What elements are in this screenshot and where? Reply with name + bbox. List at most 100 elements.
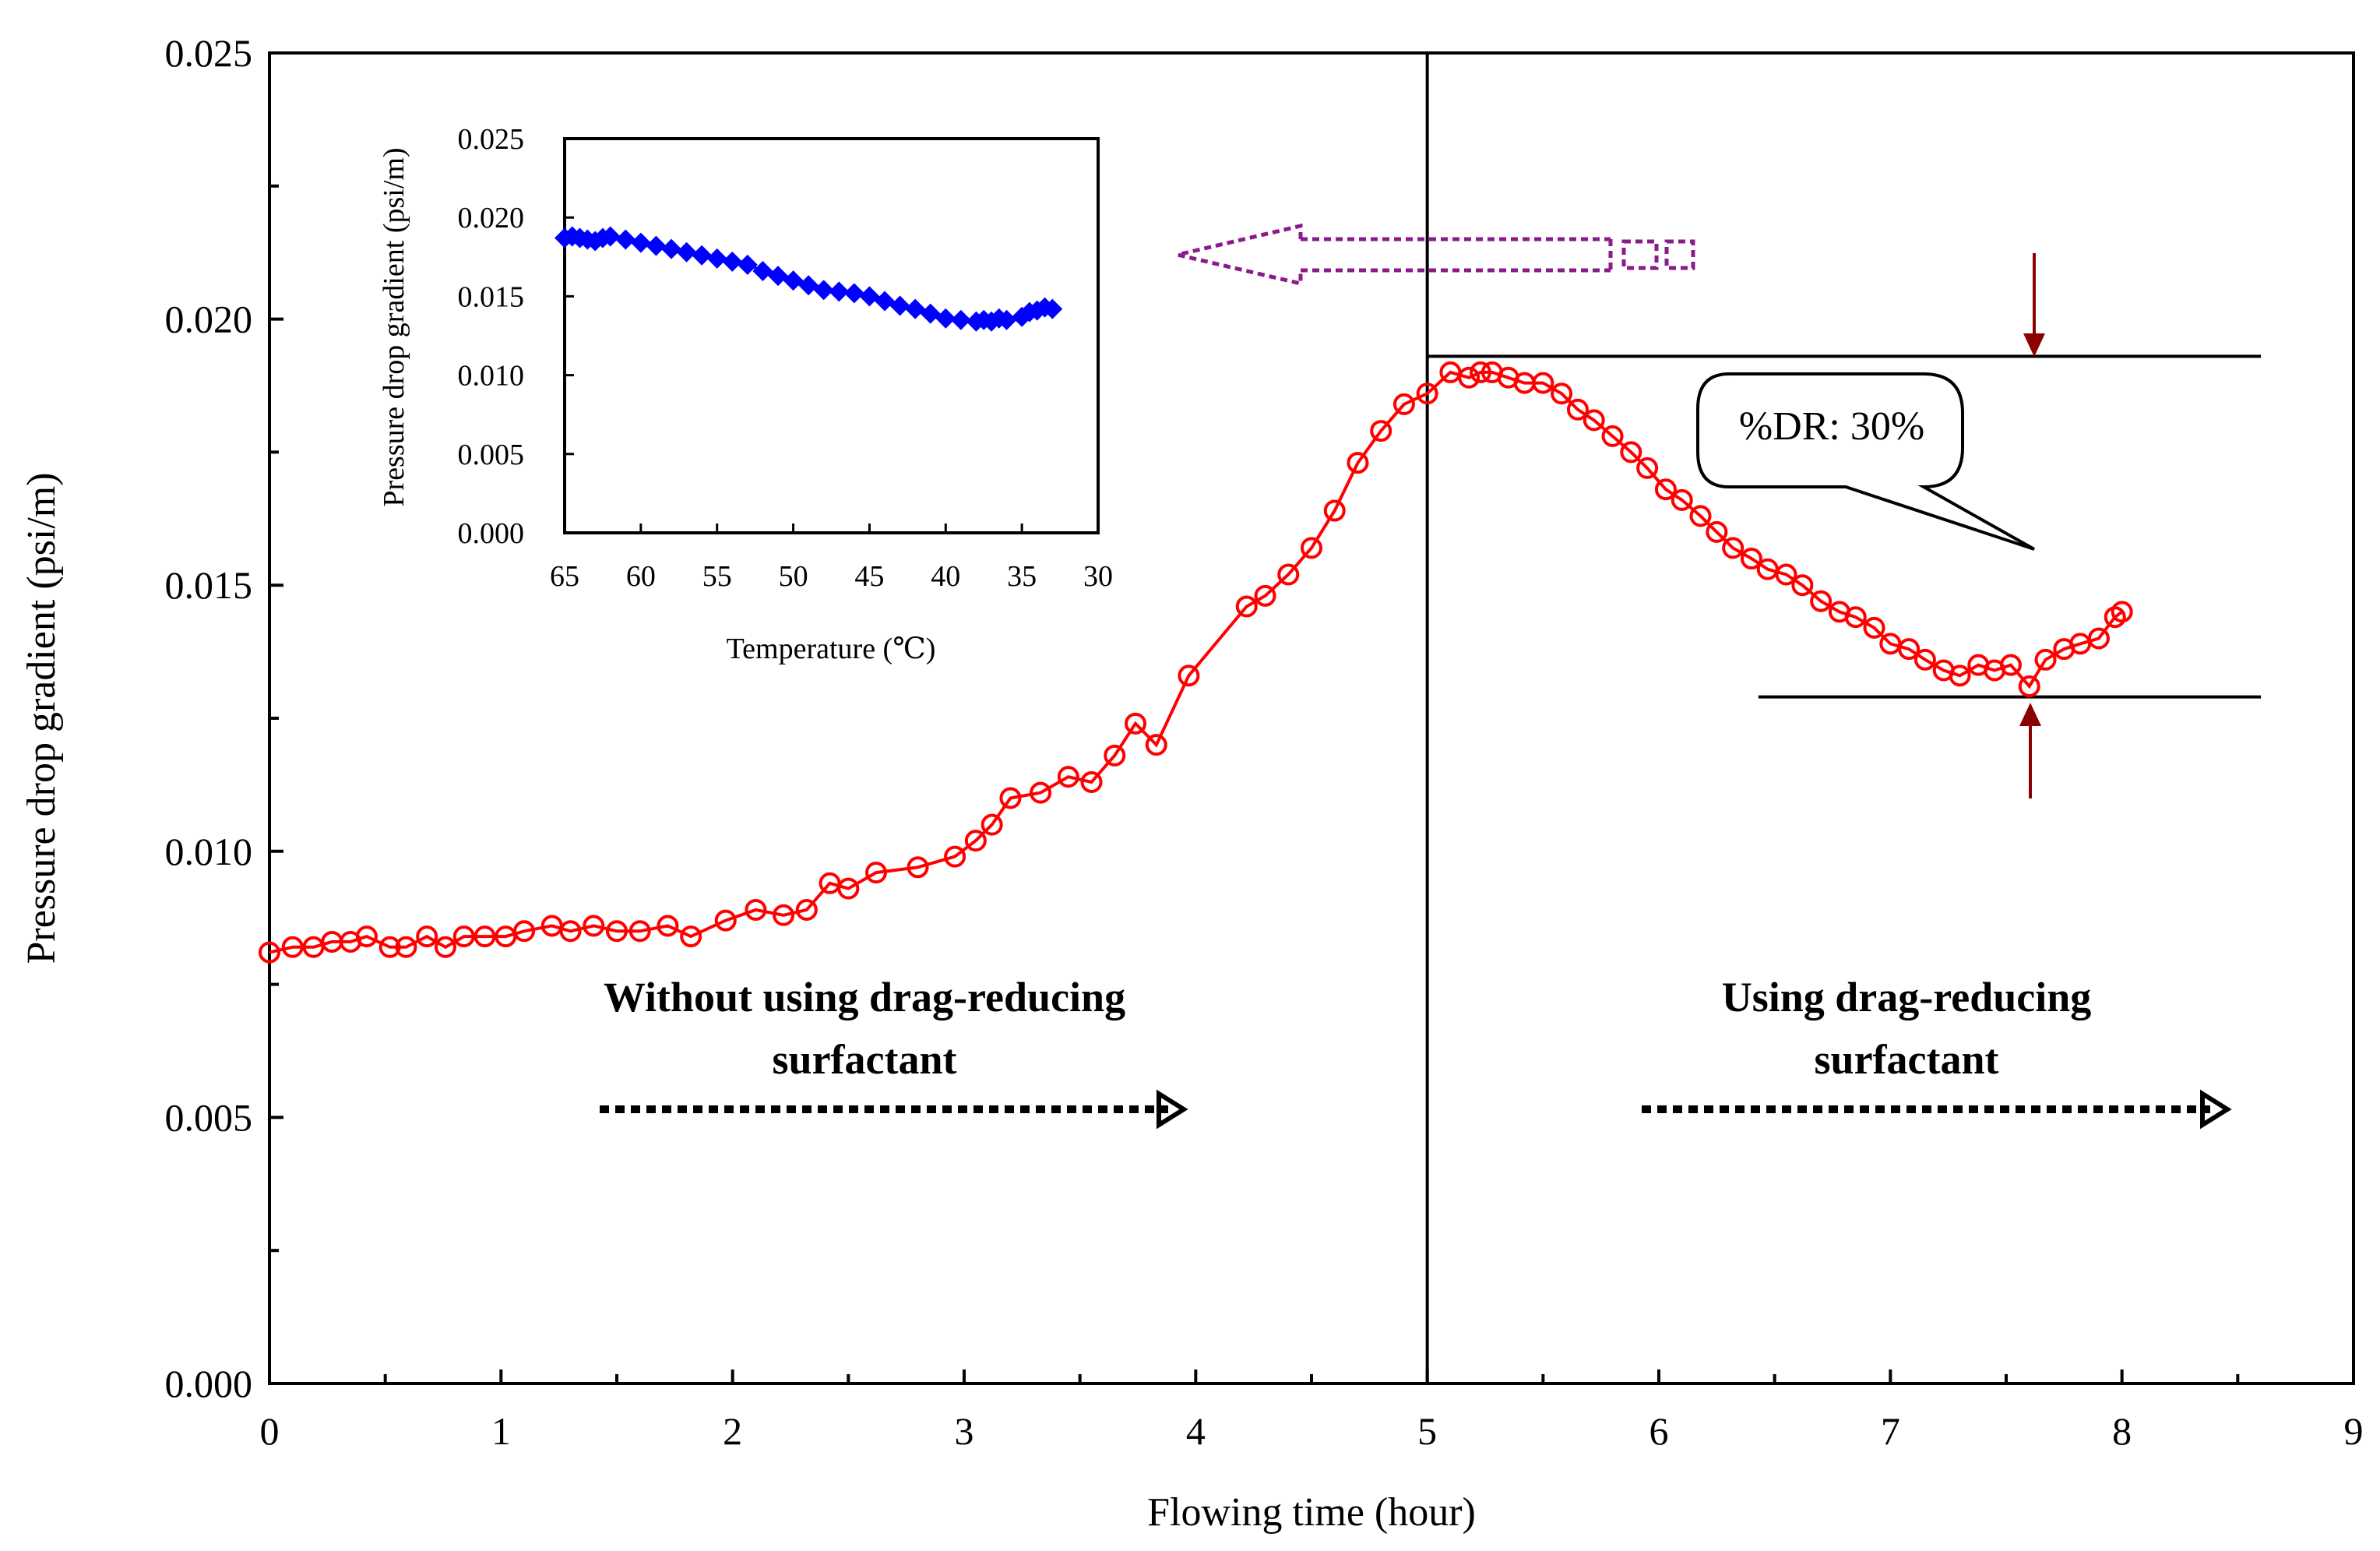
main-data-point xyxy=(1532,372,1554,394)
main-data-point xyxy=(513,920,536,943)
inset-y-ticks: 0.000 0.005 0.010 0.015 0.020 0.025 xyxy=(458,123,574,550)
inset-y-axis-title: Pressure drop gradient (psi/m) xyxy=(378,147,410,506)
main-y-tick-label: 0.025 xyxy=(165,31,253,75)
main-data-point xyxy=(1844,606,1867,629)
main-y-tick-label: 0.000 xyxy=(165,1362,253,1405)
main-data-point xyxy=(355,925,378,948)
main-data-point xyxy=(434,936,456,958)
main-data-point xyxy=(981,813,1003,836)
inset-data-point xyxy=(905,298,926,319)
main-data-point xyxy=(907,856,929,879)
main-data-point xyxy=(1775,563,1797,586)
inset-data-point xyxy=(615,229,636,250)
inset-chart: 65 60 55 50 45 40 35 30 0.0000.0050.0100.0150.0… xyxy=(378,123,1113,665)
main-data-point xyxy=(1566,398,1589,421)
main-y-axis-title: Pressure drop gradient (psi/m) xyxy=(19,472,64,964)
main-x-ticks: 0 1 2 3 4 5 6 7 8 9 xyxy=(260,1369,2364,1453)
main-data-point xyxy=(1654,478,1677,501)
main-data-point xyxy=(1370,420,1392,442)
main-data-point xyxy=(1178,664,1200,687)
inset-series-points xyxy=(555,226,1063,332)
inset-data-point xyxy=(661,238,681,259)
dr-arrow-up xyxy=(2019,703,2041,798)
main-data-point xyxy=(1722,537,1745,559)
main-series-line xyxy=(269,370,2123,954)
main-data-point xyxy=(259,941,280,964)
inset-data-point xyxy=(920,303,941,324)
inset-data-point xyxy=(1042,298,1063,319)
main-data-point xyxy=(1620,441,1642,464)
main-data-point xyxy=(281,936,304,958)
inset-y-tick-label: 0.000 xyxy=(458,517,525,550)
main-data-point xyxy=(2111,601,2133,623)
main-data-point xyxy=(1601,425,1624,447)
inset-data-point xyxy=(859,286,880,307)
main-data-point xyxy=(628,920,651,943)
inset-y-tick-label: 0.005 xyxy=(458,439,525,471)
main-x-tick-label: 4 xyxy=(1186,1409,1206,1453)
main-data-point xyxy=(745,898,767,921)
dr-callout: %DR: 30% xyxy=(1696,372,2035,551)
main-data-point xyxy=(1863,616,1885,639)
inset-data-point xyxy=(829,281,850,302)
inset-x-tick-label: 60 xyxy=(626,560,656,593)
main-x-tick-label: 8 xyxy=(2112,1409,2132,1453)
main-data-point xyxy=(2034,648,2057,671)
main-data-point xyxy=(606,920,628,943)
inset-data-point xyxy=(706,248,727,269)
inset-plot-frame xyxy=(563,137,1100,534)
inset-x-tick-label: 40 xyxy=(931,560,960,593)
inset-data-point xyxy=(737,254,758,275)
main-data-point xyxy=(1583,409,1605,432)
main-data-point xyxy=(395,936,417,958)
main-y-tick-label: 0.005 xyxy=(165,1095,253,1139)
main-data-point xyxy=(1057,766,1079,788)
region-right-label: Using drag-reducing surfactant xyxy=(1642,974,2232,1130)
main-data-point xyxy=(1347,452,1369,474)
main-series-points xyxy=(259,361,2133,964)
inset-data-point xyxy=(875,291,895,312)
region-right-line-2: surfactant xyxy=(1815,1036,1999,1083)
main-data-point xyxy=(865,862,888,884)
main-data-point xyxy=(1080,770,1103,793)
region-left-line-2: surfactant xyxy=(773,1036,957,1083)
main-x-tick-label: 2 xyxy=(723,1409,742,1453)
main-data-point xyxy=(773,904,795,926)
inset-data-point xyxy=(996,309,1017,330)
main-data-point xyxy=(416,925,438,948)
main-data-point xyxy=(1416,382,1438,405)
main-y-tick-label: 0.015 xyxy=(165,563,253,607)
main-data-point xyxy=(378,936,401,958)
main-data-point xyxy=(583,915,605,937)
main-data-point xyxy=(964,830,987,852)
main-data-point xyxy=(1898,638,1921,661)
main-data-point xyxy=(452,925,475,948)
main-data-point xyxy=(2087,627,2110,650)
main-data-point xyxy=(1689,505,1712,527)
main-x-tick-label: 1 xyxy=(491,1409,511,1453)
inset-data-point xyxy=(843,283,864,304)
inset-data-point xyxy=(768,266,788,287)
main-data-point xyxy=(1145,734,1167,756)
main-x-tick-label: 9 xyxy=(2344,1409,2364,1453)
inset-y-tick-label: 0.025 xyxy=(458,123,525,156)
region-right-line-1: Using drag-reducing xyxy=(1722,974,2092,1020)
inset-data-point xyxy=(798,275,819,296)
main-data-point xyxy=(1323,499,1346,522)
main-data-point xyxy=(1999,654,2022,676)
main-x-tick-label: 6 xyxy=(1649,1409,1669,1453)
main-y-ticks: 0.000 0.005 0.010 0.015 0.020 0.025 xyxy=(165,31,283,1405)
main-data-point xyxy=(1636,456,1659,479)
region-left-line-1: Without using drag-reducing xyxy=(604,974,1125,1020)
main-x-tick-label: 3 xyxy=(955,1409,974,1453)
main-data-point xyxy=(1104,744,1126,767)
inset-data-point xyxy=(676,241,697,263)
main-data-point xyxy=(1810,590,1833,612)
main-x-axis-title: Flowing time (hour) xyxy=(1147,1490,1476,1535)
main-data-point xyxy=(1254,584,1276,607)
inset-x-axis-title: Temperature (℃) xyxy=(727,633,936,665)
main-data-point xyxy=(1949,664,1971,687)
dr-arrow-down xyxy=(2023,253,2045,357)
